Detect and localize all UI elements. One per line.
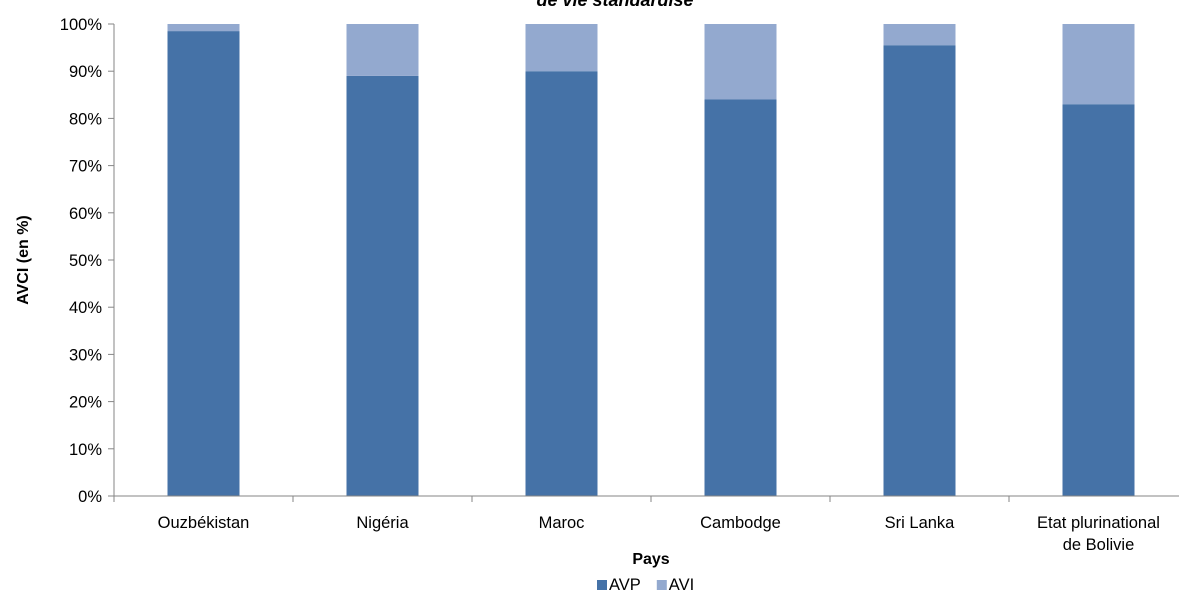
x-tick-label: Nigéria <box>356 514 409 532</box>
y-tick-label: 30% <box>69 346 102 364</box>
y-tick-label: 20% <box>69 394 102 412</box>
chart-title: de vie standardisé <box>536 0 693 10</box>
y-tick-label: 90% <box>69 63 102 81</box>
legend-label-avp: AVP <box>609 576 641 594</box>
y-axis-title: AVCI (en %) <box>15 215 32 304</box>
x-tick-label: Sri Lanka <box>885 514 956 532</box>
bars-group <box>168 24 1135 496</box>
legend-label-avi: AVI <box>669 576 694 594</box>
y-tick-label: 50% <box>69 252 102 270</box>
x-tick-label: Ouzbékistan <box>158 514 250 532</box>
y-tick-label: 60% <box>69 205 102 223</box>
bar-avi-5 <box>1063 24 1135 104</box>
legend: AVP AVI <box>597 576 694 594</box>
y-tick-label: 100% <box>60 16 103 34</box>
y-tick-label: 0% <box>78 488 102 506</box>
bar-avp-5 <box>1063 104 1135 496</box>
bar-avp-4 <box>884 45 956 496</box>
y-tick-label: 70% <box>69 158 102 176</box>
bar-avi-3 <box>705 24 777 100</box>
x-axis-title: Pays <box>632 551 669 568</box>
legend-swatch-avi <box>657 580 667 590</box>
bar-avi-1 <box>347 24 419 76</box>
legend-swatch-avp <box>597 580 607 590</box>
y-tick-label: 10% <box>69 441 102 459</box>
bar-avi-0 <box>168 24 240 31</box>
bar-avi-4 <box>884 24 956 45</box>
bar-avi-2 <box>526 24 598 71</box>
y-tick-label: 80% <box>69 110 102 128</box>
bar-avp-2 <box>526 71 598 496</box>
x-tick-label: Etat plurinational de Bolivie <box>1037 514 1160 554</box>
y-tick-label: 40% <box>69 299 102 317</box>
bar-avp-3 <box>705 100 777 497</box>
bar-avp-0 <box>168 31 240 496</box>
x-tick-label: Cambodge <box>700 514 781 532</box>
bar-avp-1 <box>347 76 419 496</box>
x-tick-label: Maroc <box>539 514 585 532</box>
